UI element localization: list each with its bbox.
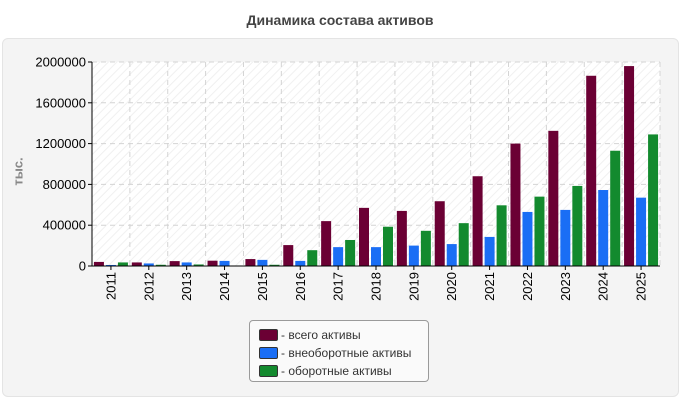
bar-2-2019 — [420, 230, 431, 266]
bar-0-2013 — [169, 261, 180, 266]
bar-2-2011 — [117, 262, 128, 266]
bar-2-2024 — [610, 150, 621, 266]
legend-label-noncurrent: - внеоборотные активы — [281, 346, 412, 360]
x-tick-label-2016: 2016 — [293, 272, 308, 301]
bar-1-2020 — [446, 244, 457, 266]
bar-1-2016 — [295, 260, 306, 266]
legend-item-total: - всего активы — [259, 326, 428, 344]
bar-1-2014 — [219, 260, 230, 266]
x-tick-label-2025: 2025 — [634, 272, 649, 301]
x-tick-label-2018: 2018 — [369, 272, 384, 301]
y-axis-label-wrap: тыс. — [8, 150, 28, 190]
y-tick-label-0: 0 — [79, 259, 86, 274]
bar-2-2020 — [458, 223, 469, 266]
bar-0-2022 — [510, 143, 521, 266]
bar-0-2018 — [359, 207, 369, 266]
bar-0-2019 — [396, 210, 407, 266]
bar-1-2018 — [371, 247, 381, 266]
bar-2-2012 — [155, 264, 166, 266]
x-tick-label-2022: 2022 — [520, 272, 535, 301]
bar-2-2023 — [572, 185, 583, 266]
legend-item-current: - оборотные активы — [259, 362, 428, 380]
y-tick-label-3: 1200000 — [35, 136, 86, 151]
bar-1-2022 — [522, 211, 533, 266]
legend-swatch-current — [259, 365, 278, 377]
bar-2-2015 — [269, 264, 280, 266]
bar-0-2021 — [472, 176, 483, 266]
x-tick-label-2014: 2014 — [217, 272, 232, 301]
bar-0-2020 — [434, 201, 445, 266]
bar-1-2015 — [257, 259, 268, 266]
bar-0-2014 — [207, 260, 218, 266]
bar-1-2024 — [598, 190, 609, 266]
bar-2-2017 — [345, 239, 356, 266]
bar-2-2016 — [307, 250, 318, 266]
bar-1-2012 — [143, 263, 154, 266]
legend-label-total: - всего активы — [281, 328, 361, 342]
x-tick-label-2019: 2019 — [406, 272, 421, 301]
bar-2-2013 — [193, 264, 204, 266]
x-tick-label-2024: 2024 — [596, 272, 611, 301]
x-tick-label-2011: 2011 — [103, 272, 118, 300]
bar-0-2011 — [93, 261, 104, 266]
legend: - всего активы - внеоборотные активы - о… — [249, 320, 429, 382]
legend-swatch-noncurrent — [259, 347, 278, 359]
bar-1-2021 — [484, 236, 495, 266]
bar-2-2025 — [648, 134, 659, 266]
bar-0-2012 — [131, 262, 142, 266]
legend-item-noncurrent: - внеоборотные активы — [259, 344, 428, 362]
y-axis-label: тыс. — [10, 157, 26, 186]
x-tick-label-2021: 2021 — [482, 272, 497, 301]
bar-2-2018 — [383, 226, 393, 266]
y-tick-label-2: 800000 — [43, 177, 86, 192]
legend-swatch-total — [259, 329, 278, 341]
x-tick-label-2015: 2015 — [255, 272, 270, 301]
bar-0-2017 — [321, 221, 332, 266]
bar-1-2025 — [636, 197, 647, 266]
x-tick-label-2013: 2013 — [179, 272, 194, 301]
bar-1-2023 — [560, 209, 571, 266]
x-tick-label-2023: 2023 — [558, 272, 573, 301]
chart-title: Динамика состава активов — [246, 12, 434, 28]
bar-0-2025 — [624, 66, 635, 266]
x-tick-label-2012: 2012 — [141, 272, 156, 301]
bar-2-2021 — [496, 205, 507, 266]
y-tick-label-5: 2000000 — [35, 55, 86, 70]
bar-2-2022 — [534, 196, 545, 266]
x-tick-label-2017: 2017 — [331, 272, 346, 301]
bar-0-2015 — [245, 259, 256, 266]
legend-label-current: - оборотные активы — [281, 364, 392, 378]
bar-1-2011 — [105, 264, 116, 266]
bar-0-2016 — [283, 245, 294, 266]
bar-1-2019 — [408, 245, 419, 266]
bar-1-2017 — [333, 247, 344, 266]
bar-0-2024 — [586, 75, 597, 267]
bar-1-2013 — [181, 262, 192, 266]
bar-0-2023 — [548, 130, 559, 266]
y-tick-label-1: 400000 — [43, 218, 86, 233]
y-tick-label-4: 1600000 — [35, 95, 86, 110]
x-tick-label-2020: 2020 — [444, 272, 459, 301]
